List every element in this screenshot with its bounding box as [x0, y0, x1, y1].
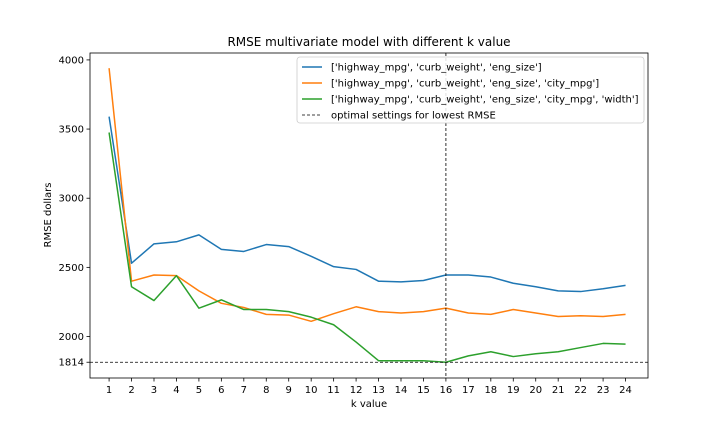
- y-tick-label: 4000: [59, 55, 84, 66]
- y-tick-label: 1814: [59, 358, 84, 369]
- x-axis-label: k value: [351, 399, 387, 410]
- series-line-2: [108, 68, 626, 323]
- x-tick-label: 18: [484, 385, 497, 396]
- x-tick-label: 5: [196, 385, 202, 396]
- y-tick-label: 3500: [59, 125, 84, 136]
- y-axis-label: RMSE dollars: [43, 183, 54, 248]
- x-tick-label: 20: [529, 385, 542, 396]
- x-tick-label: 2: [128, 385, 134, 396]
- x-tick-label: 4: [173, 385, 179, 396]
- x-tick-label: 8: [263, 385, 269, 396]
- x-tick-label: 10: [305, 385, 318, 396]
- x-tick-label: 14: [395, 385, 408, 396]
- x-tick-label: 17: [462, 385, 475, 396]
- y-tick-label: 3000: [59, 194, 84, 205]
- axes-frame: [89, 52, 649, 379]
- y-tick-label: 2500: [59, 263, 84, 274]
- legend-label-reference: optimal settings for lowest RMSE: [331, 111, 496, 122]
- x-tick-label: 1: [106, 385, 112, 396]
- legend-label-1: ['highway_mpg', 'curb_weight', 'eng_size…: [331, 63, 542, 74]
- x-tick-label: 7: [241, 385, 247, 396]
- chart-title: RMSE multivariate model with different k…: [227, 35, 510, 49]
- x-tick-label: 22: [574, 385, 587, 396]
- legend-label-2: ['highway_mpg', 'curb_weight', 'eng_size…: [331, 79, 599, 90]
- x-tick-label: 6: [218, 385, 224, 396]
- x-tick-label: 11: [327, 385, 340, 396]
- x-tick-label: 23: [597, 385, 610, 396]
- x-tick-label: 12: [350, 385, 363, 396]
- x-tick-label: 9: [286, 385, 292, 396]
- x-tick-label: 13: [372, 385, 385, 396]
- legend: ['highway_mpg', 'curb_weight', 'eng_size…: [296, 56, 645, 124]
- x-tick-label: 19: [507, 385, 520, 396]
- plot-area: 1 2 3 4 5 6 7 8 9 10 11 12 13 14 15 16 17 18 19 20 21 22 23 241…: [59, 52, 649, 396]
- series-line-1: [108, 116, 626, 293]
- x-tick-label: 16: [440, 385, 453, 396]
- series-line-3: [108, 132, 626, 363]
- y-tick-label: 2000: [59, 332, 84, 343]
- x-tick-label: 15: [417, 385, 430, 396]
- legend-label-3: ['highway_mpg', 'curb_weight', 'eng_size…: [331, 95, 639, 106]
- legend-box: [296, 56, 645, 124]
- x-tick-label: 21: [552, 385, 565, 396]
- x-tick-label: 24: [619, 385, 632, 396]
- x-tick-label: 3: [151, 385, 157, 396]
